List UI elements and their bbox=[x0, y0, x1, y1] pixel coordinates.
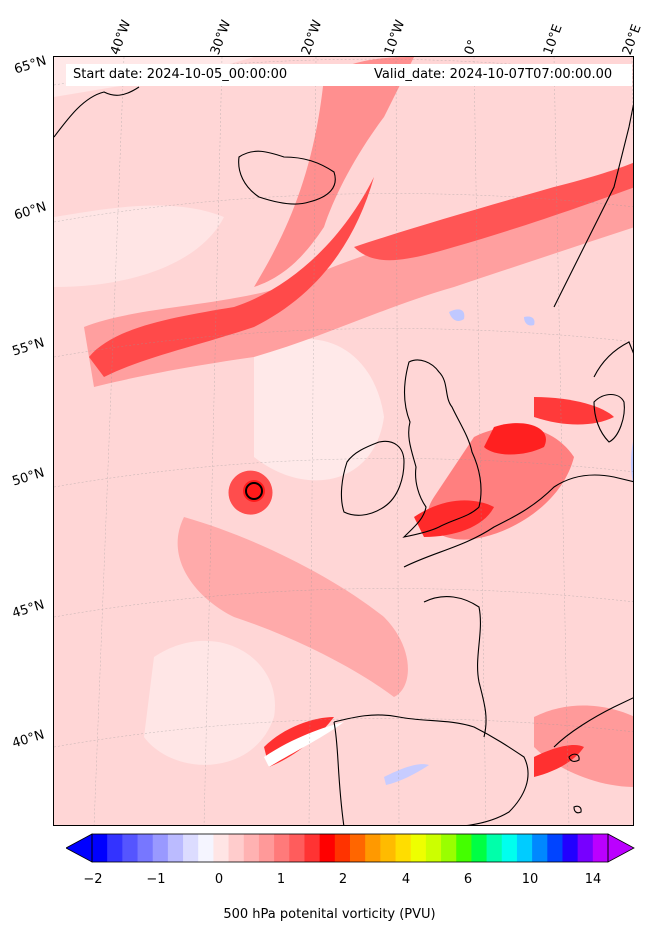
colorbar-segment bbox=[532, 834, 548, 862]
lon-label-10e: 10°E bbox=[540, 22, 566, 57]
colorbar-segment bbox=[258, 834, 275, 862]
colorbar-tick: 14 bbox=[584, 872, 602, 887]
colorbar-tick: 6 bbox=[463, 872, 473, 887]
lat-label-55n: 55°N bbox=[10, 335, 47, 360]
colorbar-segment bbox=[456, 834, 472, 862]
colorbar-segment bbox=[410, 834, 427, 862]
colorbar-segment bbox=[243, 834, 260, 862]
colorbar-segment bbox=[547, 834, 563, 862]
colorbar-segment bbox=[365, 834, 381, 862]
lon-label-0: 0° bbox=[461, 37, 482, 57]
start-date-label: Start date: 2024-10-05_00:00:00 bbox=[73, 67, 288, 82]
lon-label-20e: 20°E bbox=[619, 22, 645, 57]
colorbar-tick: 1 bbox=[276, 872, 286, 887]
colorbar-segment bbox=[107, 834, 123, 862]
colorbar-tick: 2 bbox=[338, 872, 348, 887]
colorbar-segment bbox=[577, 834, 594, 862]
colorbar-segment bbox=[274, 834, 290, 862]
colorbar-segment bbox=[167, 834, 184, 862]
colorbar-segment bbox=[304, 834, 321, 862]
lon-label-30w: 30°W bbox=[207, 18, 235, 57]
colorbar-segment bbox=[213, 834, 230, 862]
colorbar-tick: 4 bbox=[401, 872, 411, 887]
colorbar-segment bbox=[228, 834, 245, 862]
colorbar-segment bbox=[183, 834, 199, 862]
colorbar-tick: 10 bbox=[521, 872, 539, 887]
colorbar bbox=[66, 833, 635, 863]
colorbar-segment bbox=[562, 834, 579, 862]
lon-label-10w: 10°W bbox=[381, 18, 409, 57]
colorbar-segment bbox=[471, 834, 488, 862]
lat-label-45n: 45°N bbox=[10, 597, 47, 622]
colorbar-segment bbox=[122, 834, 139, 862]
potential-vorticity-field bbox=[54, 57, 633, 825]
colorbar-segment bbox=[486, 834, 503, 862]
lat-label-65n: 65°N bbox=[12, 53, 49, 78]
colorbar-segment bbox=[152, 834, 169, 862]
colorbar-segment bbox=[334, 834, 351, 862]
colorbar-segment bbox=[425, 834, 442, 862]
valid-date-label: Valid_date: 2024-10-07T07:00:00.00 bbox=[374, 67, 613, 82]
date-annotation-box bbox=[66, 64, 632, 86]
lat-label-40n: 40°N bbox=[10, 727, 47, 752]
map-panel bbox=[53, 56, 634, 826]
colorbar-tick: 0 bbox=[214, 872, 224, 887]
colorbar-title: 500 hPa potenital vorticity (PVU) bbox=[223, 907, 436, 922]
colorbar-tick: −2 bbox=[83, 872, 103, 887]
colorbar-tick: −1 bbox=[146, 872, 166, 887]
colorbar-segment bbox=[395, 834, 412, 862]
colorbar-segment bbox=[137, 834, 154, 862]
colorbar-segment bbox=[319, 834, 336, 862]
lon-label-40w: 40°W bbox=[107, 18, 135, 57]
colorbar-segment bbox=[501, 834, 518, 862]
lat-label-50n: 50°N bbox=[10, 465, 47, 490]
colorbar-max-extension bbox=[607, 833, 635, 863]
colorbar-segment bbox=[289, 834, 305, 862]
colorbar-min-extension bbox=[66, 833, 93, 863]
colorbar-segment bbox=[516, 834, 533, 862]
colorbar-segment bbox=[198, 834, 214, 862]
lon-label-20w: 20°W bbox=[298, 18, 326, 57]
lat-label-60n: 60°N bbox=[12, 199, 49, 224]
colorbar-segment bbox=[350, 834, 366, 862]
colorbar-segment bbox=[441, 834, 457, 862]
colorbar-segment bbox=[380, 834, 397, 862]
colorbar-segment bbox=[92, 834, 108, 862]
colorbar-segment bbox=[592, 834, 609, 862]
